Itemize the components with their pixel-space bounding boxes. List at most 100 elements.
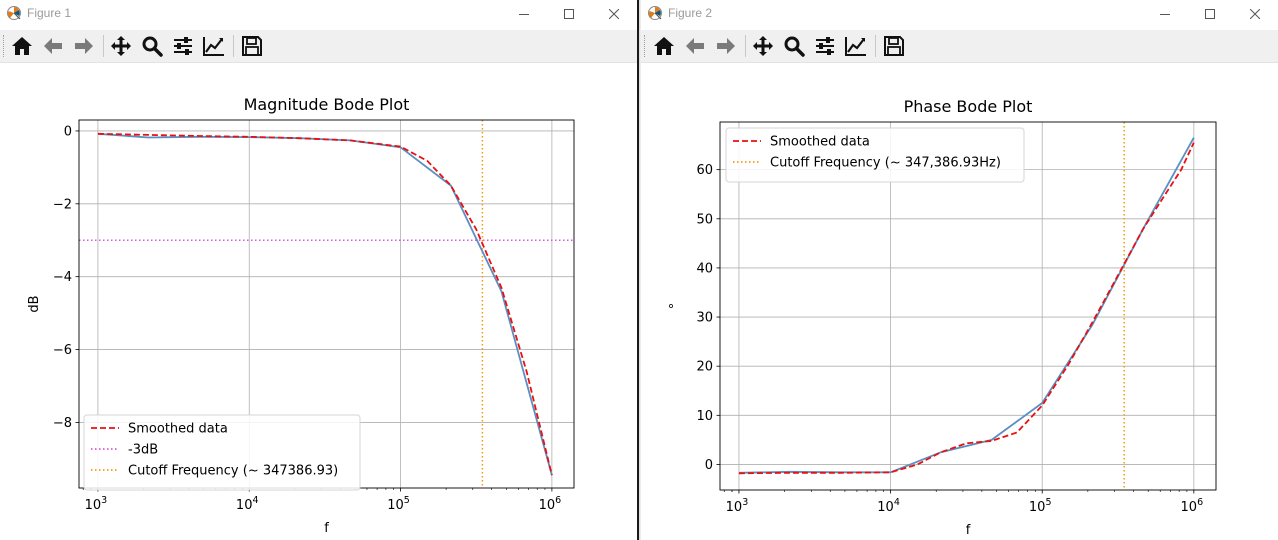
- x-axis-label: f: [966, 523, 971, 538]
- y-tick-label: −2: [53, 197, 72, 212]
- x-axis-label: f: [324, 521, 329, 536]
- configure-subplots-icon: [816, 37, 834, 55]
- forward-button[interactable]: [713, 34, 739, 58]
- y-tick-label: 60: [696, 163, 713, 178]
- save-button[interactable]: [239, 34, 265, 58]
- window-divider: [637, 0, 641, 540]
- y-axis-label: °: [668, 303, 683, 310]
- edit-axis-button[interactable]: [201, 34, 227, 58]
- y-tick-label: 50: [696, 212, 713, 227]
- back-arrow-icon: [686, 38, 704, 54]
- save-icon: [242, 36, 262, 56]
- x-tick-label: 104: [236, 495, 259, 513]
- y-axis-label: dB: [27, 295, 42, 312]
- zoom-icon: [142, 36, 163, 57]
- pan-icon: [753, 36, 773, 56]
- zoom-button[interactable]: [781, 34, 807, 58]
- maximize-icon: [1205, 9, 1215, 19]
- edit-axis-icon: [203, 37, 224, 56]
- configure-subplots-icon: [174, 37, 192, 55]
- toolbar-grip: [644, 35, 647, 57]
- matplotlib-app-icon: [7, 6, 21, 20]
- x-tick-label: 106: [1181, 497, 1204, 515]
- x-tick-label-exponent: 4: [894, 497, 900, 508]
- back-arrow-icon: [44, 38, 62, 54]
- legend: Smoothed data Cutoff Frequency (~ 347,386…: [725, 127, 1025, 183]
- close-icon: [609, 9, 619, 19]
- axes-background: [720, 122, 1216, 490]
- back-button[interactable]: [40, 34, 66, 58]
- y-tick-label: 30: [696, 311, 713, 326]
- pan-button[interactable]: [750, 34, 776, 58]
- x-tick-label: 106: [539, 495, 562, 513]
- minimize-button[interactable]: [501, 0, 547, 28]
- close-button[interactable]: [1232, 0, 1278, 28]
- title-bar: Figure 1: [0, 0, 637, 28]
- x-tick-label-base: 10: [85, 498, 102, 513]
- pan-icon: [111, 36, 131, 56]
- y-tick-label: −4: [53, 270, 72, 285]
- x-tick-label-base: 10: [236, 498, 253, 513]
- configure-subplots-button[interactable]: [170, 34, 196, 58]
- forward-arrow-icon: [75, 38, 93, 54]
- home-icon: [654, 37, 674, 55]
- x-tick-label-exponent: 6: [1197, 497, 1203, 508]
- toolbar-separator: [875, 35, 876, 57]
- legend-smoothed-label: Smoothed data: [128, 422, 228, 437]
- forward-arrow-icon: [717, 38, 735, 54]
- x-tick-label-exponent: 4: [252, 495, 258, 506]
- x-tick-label-exponent: 5: [1045, 497, 1051, 508]
- edit-axis-button[interactable]: [843, 34, 869, 58]
- home-button[interactable]: [651, 34, 677, 58]
- maximize-button[interactable]: [1187, 0, 1233, 28]
- forward-button[interactable]: [71, 34, 97, 58]
- maximize-icon: [564, 9, 574, 19]
- legend: Smoothed data -3dB Cutoff Frequency (~ 347…: [83, 414, 361, 491]
- title-bar: Figure 2: [641, 0, 1278, 28]
- y-tick-label: −6: [53, 343, 72, 358]
- legend-cutoff-label: Cutoff Frequency (~ 347386.93): [128, 464, 338, 479]
- zoom-button[interactable]: [139, 34, 165, 58]
- smoothed-data-line: [97, 132, 553, 476]
- close-button[interactable]: [591, 0, 637, 28]
- x-tick-label-base: 10: [539, 498, 556, 513]
- zoom-icon: [784, 36, 805, 57]
- toolbar-separator: [233, 35, 234, 57]
- x-tick-label: 105: [387, 495, 410, 513]
- window-title: Figure 2: [668, 6, 713, 20]
- save-button[interactable]: [881, 34, 907, 58]
- pan-button[interactable]: [108, 34, 134, 58]
- x-tick-label-exponent: 5: [404, 495, 410, 506]
- figure-2-window: Figure 2: [641, 0, 1278, 540]
- window-title: Figure 1: [27, 6, 72, 20]
- x-tick-label-base: 10: [877, 500, 894, 515]
- x-tick-label: 105: [1029, 497, 1052, 515]
- maximize-button[interactable]: [546, 0, 592, 28]
- minimize-icon: [1160, 14, 1170, 15]
- legend-box: [725, 127, 1025, 183]
- back-button[interactable]: [682, 34, 708, 58]
- x-tick-label: 103: [85, 495, 108, 513]
- navigation-toolbar: [0, 30, 637, 63]
- toolbar-separator: [745, 35, 746, 57]
- x-tick-label: 103: [726, 497, 749, 515]
- y-tick-label: 40: [696, 261, 713, 276]
- legend-minus-3db-label: -3dB: [128, 443, 158, 458]
- edit-axis-icon: [845, 37, 866, 56]
- home-button[interactable]: [9, 34, 35, 58]
- configure-subplots-button[interactable]: [812, 34, 838, 58]
- x-tick-label-base: 10: [1029, 500, 1046, 515]
- y-tick-label: −8: [53, 416, 72, 431]
- legend-smoothed-label: Smoothed data: [770, 135, 870, 150]
- y-tick-label: 10: [696, 409, 713, 424]
- y-tick-label: 20: [696, 360, 713, 375]
- minimize-button[interactable]: [1142, 0, 1188, 28]
- x-tick-label-base: 10: [387, 498, 404, 513]
- legend-box: [83, 414, 361, 491]
- chart-title: Magnitude Bode Plot: [244, 95, 410, 114]
- y-tick-label: 0: [705, 458, 713, 473]
- smoothed-data-line: [738, 142, 1195, 475]
- toolbar-grip: [3, 35, 6, 57]
